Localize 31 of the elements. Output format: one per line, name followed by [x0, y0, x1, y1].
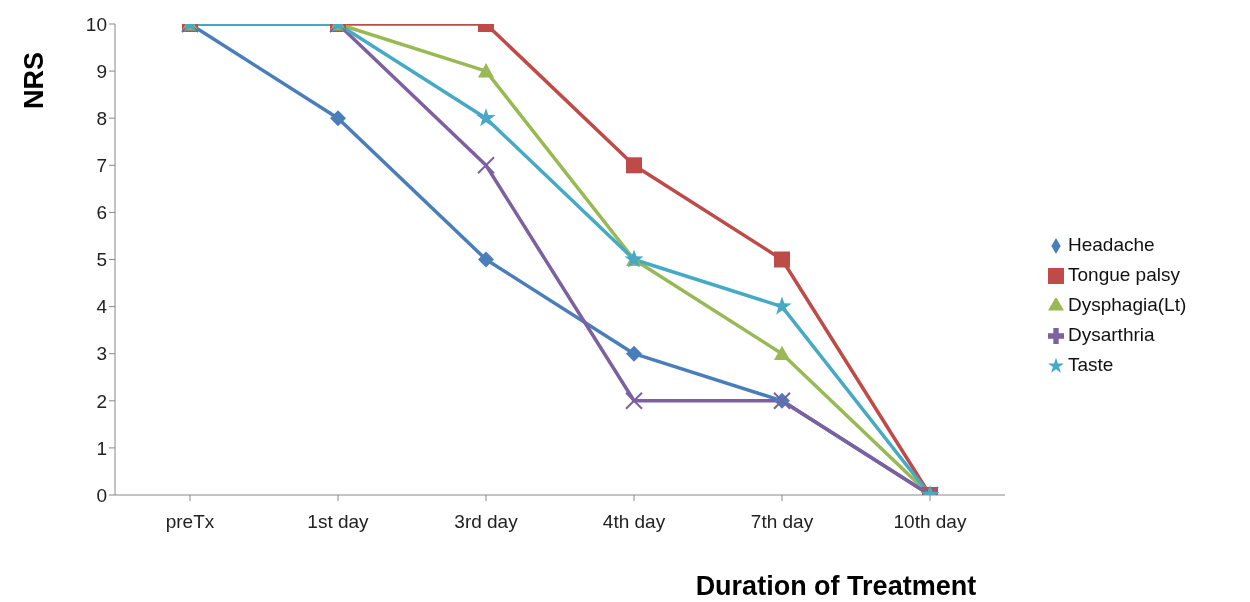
y-tick-label: 4 — [96, 296, 108, 318]
legend-label: Tongue palsy — [1068, 264, 1180, 285]
y-tick-label: 0 — [96, 484, 107, 506]
point — [478, 251, 494, 268]
y-tick-label: 3 — [96, 343, 107, 365]
point — [774, 345, 790, 361]
x-tick-label: 1st day — [307, 511, 370, 533]
point — [774, 251, 790, 268]
y-axis-title: NRS — [19, 52, 50, 110]
x-tick-label: preTx — [165, 511, 215, 533]
y-tick-label: 1 — [96, 437, 107, 459]
x-tick-label: 10th day — [893, 511, 967, 533]
legend-label: Headache — [1068, 234, 1155, 255]
y-tick-label: 2 — [96, 390, 107, 412]
y-tick-label: 8 — [96, 107, 107, 129]
y-tick-label: 7 — [96, 155, 107, 177]
x-tick-label: 3rd day — [454, 511, 519, 533]
point — [330, 110, 346, 127]
y-tick-label: 5 — [96, 249, 107, 271]
legend-label: Dysphagia(Lt) — [1068, 294, 1187, 315]
y-tick-label: 9 — [96, 60, 107, 82]
x-tick-label: 7th day — [750, 511, 814, 533]
legend-label: Dysarthria — [1068, 324, 1155, 345]
y-tick-label: 10 — [85, 13, 107, 35]
legend-label: Taste — [1068, 354, 1114, 375]
x-tick-label: 4th day — [602, 511, 666, 533]
x-axis-title: Duration of Treatment — [695, 571, 977, 601]
point — [626, 345, 642, 362]
y-tick-label: 6 — [96, 202, 107, 224]
point — [626, 157, 642, 174]
point — [477, 156, 495, 175]
